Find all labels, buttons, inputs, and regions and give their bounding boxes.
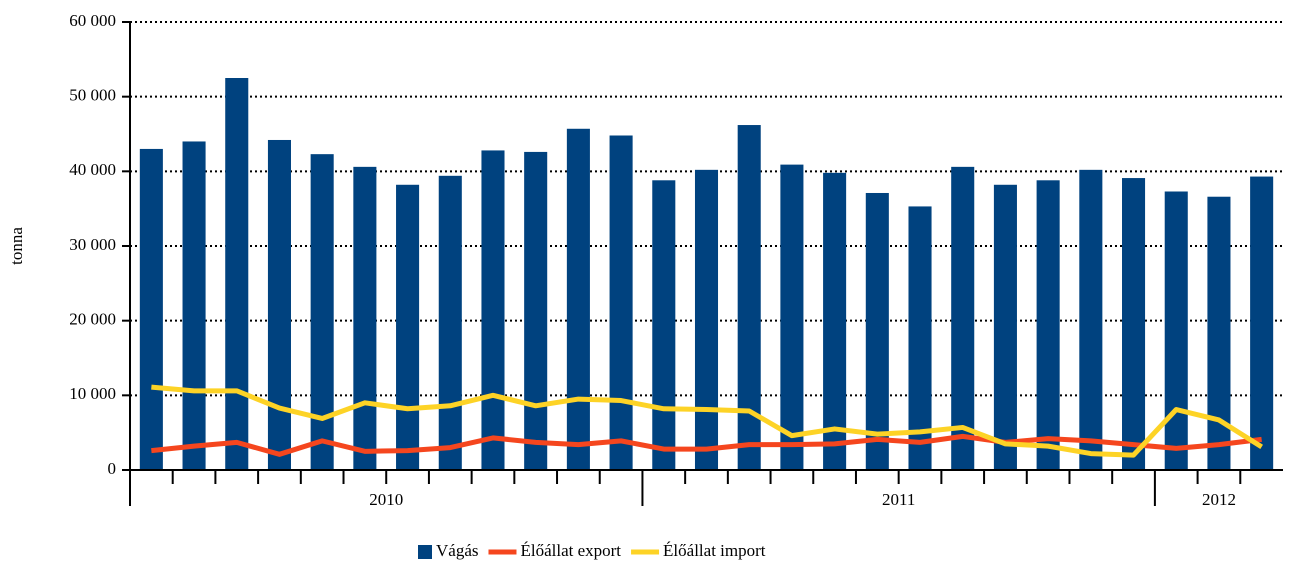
x-group-label: 2012 [1202,490,1236,509]
bar [139,148,163,470]
bar [1164,191,1188,470]
bar [865,192,889,470]
y-axis-label: tonna [7,227,26,265]
bar [951,166,975,470]
bar [353,166,377,470]
bar [438,175,462,470]
bar [566,128,590,471]
bar [1079,169,1103,470]
bar [737,125,761,470]
x-group-label: 2010 [369,490,403,509]
y-tick-label: 10 000 [69,384,116,403]
line [151,384,1263,458]
y-tick-label: 60 000 [69,11,116,30]
bar [1207,196,1231,470]
bar [823,172,847,470]
bar [310,154,334,470]
bar [609,135,633,470]
bar [267,139,291,470]
legend-swatch [418,545,432,559]
bar [481,150,505,470]
bar [524,151,548,471]
y-tick-label: 0 [108,459,117,478]
y-tick-label: 30 000 [69,235,116,254]
bar [1122,178,1146,470]
y-tick-label: 40 000 [69,160,116,179]
bar [993,184,1017,471]
legend-label: Élőállat import [663,541,766,560]
bar [908,206,932,470]
bar [396,184,420,471]
x-group-label: 2011 [882,490,915,509]
y-tick-label: 50 000 [69,86,116,105]
bar [1036,180,1060,470]
y-tick-label: 20 000 [69,310,116,329]
legend-label: Vágás [436,541,478,560]
bar [652,180,676,470]
bar [1250,176,1274,470]
bar [225,78,249,470]
legend-label: Élőállat export [520,541,621,560]
line [151,433,1262,457]
bar [780,164,804,470]
bar [182,141,206,470]
bar [694,169,719,470]
